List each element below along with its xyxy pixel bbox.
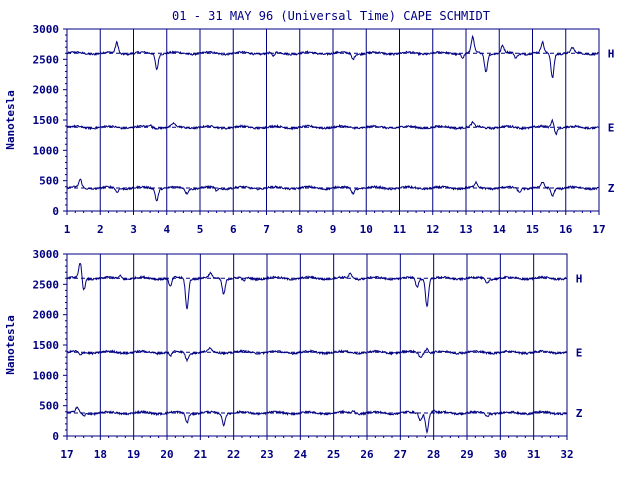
x-tick-label: 13	[459, 223, 472, 236]
x-tick-label: 30	[494, 448, 507, 461]
x-tick-label: 31	[527, 448, 541, 461]
y-tick-label: 3000	[33, 248, 60, 261]
y-tick-label: 2500	[33, 278, 60, 291]
y-tick-label: 3000	[33, 23, 60, 36]
series-H-trace	[66, 34, 600, 79]
panel-bottom: 17 18 19 20 21 22 23 24 25 26 27 28 29 30 31 32 0 500 1000…	[4, 248, 583, 461]
x-tick-label: 24	[294, 448, 308, 461]
y-tick-label: 2000	[33, 84, 60, 97]
series-label-Z: Z	[608, 182, 615, 195]
y-tick-label: 500	[39, 400, 59, 413]
x-tick-label: 17	[592, 223, 605, 236]
x-tick-label: 10	[360, 223, 373, 236]
x-tick-label: 26	[360, 448, 374, 461]
x-tick-label: 25	[327, 448, 340, 461]
x-tick-label: 27	[394, 448, 407, 461]
x-tick-label: 1	[64, 223, 71, 236]
x-tick-label: 16	[559, 223, 573, 236]
y-tick-label: 1000	[33, 144, 60, 157]
x-tick-label: 21	[194, 448, 208, 461]
x-tick-label: 2	[97, 223, 104, 236]
x-tick-label: 15	[526, 223, 539, 236]
x-tick-label: 8	[296, 223, 303, 236]
series-E-trace	[66, 346, 568, 363]
y-tick-label: 1500	[33, 114, 60, 127]
x-tick-label: 4	[163, 223, 170, 236]
series-Z-trace	[67, 178, 600, 202]
series-label-E: E	[608, 121, 615, 134]
y-tick-label: 0	[52, 430, 59, 443]
series-E-trace	[66, 118, 600, 136]
chart-title: 01 - 31 MAY 96 (Universal Time) CAPE SCH…	[172, 9, 490, 23]
y-tick-label: 2000	[33, 309, 60, 322]
x-tick-label: 32	[560, 448, 573, 461]
x-tick-label: 3	[130, 223, 137, 236]
x-tick-label: 22	[227, 448, 240, 461]
x-tick-label: 18	[94, 448, 107, 461]
y-tick-label: 0	[52, 205, 59, 218]
x-tick-label: 19	[127, 448, 140, 461]
x-tick-label: 17	[60, 448, 73, 461]
x-tick-label: 12	[426, 223, 439, 236]
x-tick-label: 11	[393, 223, 407, 236]
x-tick-label: 14	[493, 223, 507, 236]
x-tick-label: 20	[160, 448, 173, 461]
y-tick-label: 2500	[33, 53, 60, 66]
series-label-Z: Z	[576, 407, 583, 420]
series-label-H: H	[576, 272, 583, 285]
series-label-H: H	[608, 47, 615, 60]
x-tick-label: 29	[460, 448, 473, 461]
x-tick-label: 6	[230, 223, 237, 236]
plot-frame	[66, 253, 568, 437]
x-tick-label: 7	[263, 223, 270, 236]
x-tick-label: 9	[330, 223, 337, 236]
x-tick-label: 23	[260, 448, 273, 461]
x-tick-label: 5	[197, 223, 204, 236]
series-label-E: E	[576, 346, 583, 359]
y-tick-label: 500	[39, 175, 59, 188]
y-axis-label: Nanotesla	[4, 315, 17, 375]
y-axis-label: Nanotesla	[4, 90, 17, 150]
x-tick-label: 28	[427, 448, 440, 461]
series-Z-trace	[66, 406, 568, 435]
y-tick-label: 1000	[33, 369, 60, 382]
series-H-trace	[66, 263, 568, 310]
panel-top: 1 2 3 4 5 6 7 8 9 10 11 12 13 14 15 16 17050010001500200…	[4, 23, 615, 236]
y-tick-label: 1500	[33, 339, 60, 352]
